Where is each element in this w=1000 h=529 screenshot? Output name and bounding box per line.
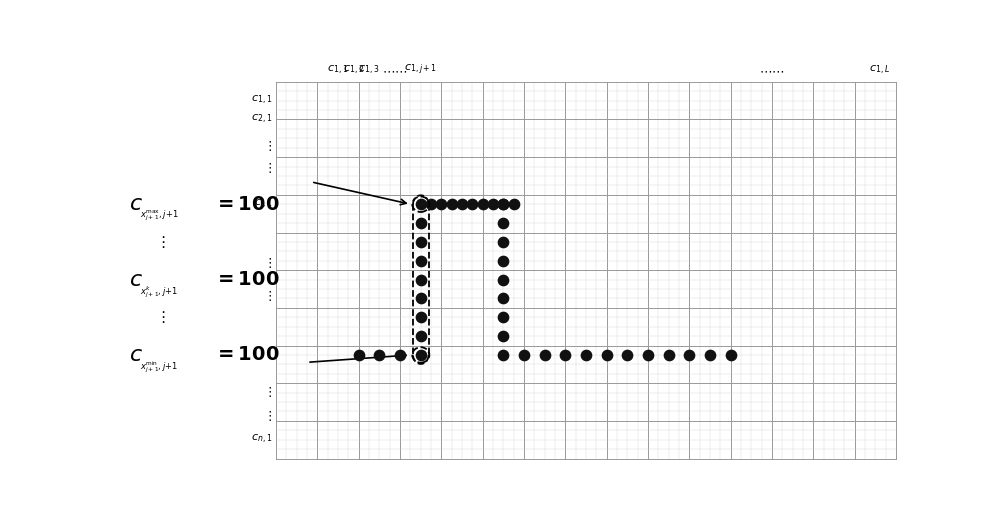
Point — [702, 351, 718, 359]
Text: $c_{2,1}$: $c_{2,1}$ — [251, 113, 272, 126]
Text: $x_{j+1}^{\mathrm{min}},j{+}1$: $x_{j+1}^{\mathrm{min}},j{+}1$ — [140, 360, 179, 376]
Point — [454, 200, 470, 208]
Point — [413, 257, 429, 265]
Point — [413, 238, 429, 246]
Point — [578, 351, 594, 359]
Text: $\vdots$: $\vdots$ — [263, 257, 272, 270]
Point — [495, 238, 511, 246]
Point — [495, 332, 511, 340]
Point — [495, 313, 511, 322]
Text: $x_{j+1}^{k},j{+}1$: $x_{j+1}^{k},j{+}1$ — [140, 285, 179, 300]
Text: $\vdots$: $\vdots$ — [263, 161, 272, 176]
Point — [495, 276, 511, 284]
Point — [423, 200, 439, 208]
Point — [433, 200, 449, 208]
Text: $\boldsymbol{\mathit{c}}$: $\boldsymbol{\mathit{c}}$ — [129, 194, 143, 214]
Point — [444, 200, 460, 208]
Text: $\mathbf{= 100}$: $\mathbf{= 100}$ — [214, 345, 280, 364]
Point — [413, 200, 429, 208]
Text: $c_{1,1}$: $c_{1,1}$ — [327, 64, 349, 77]
Point — [516, 351, 532, 359]
Point — [495, 200, 511, 208]
Point — [495, 257, 511, 265]
Point — [495, 219, 511, 227]
Text: $\cdots\cdots$: $\cdots\cdots$ — [759, 64, 785, 77]
Point — [475, 200, 491, 208]
Text: $\cdots\cdots$: $\cdots\cdots$ — [382, 64, 408, 77]
Point — [371, 351, 387, 359]
Point — [351, 351, 367, 359]
Text: $\mathbf{= 100}$: $\mathbf{= 100}$ — [214, 195, 280, 214]
Point — [537, 351, 553, 359]
Text: $\vdots$: $\vdots$ — [155, 234, 165, 250]
Point — [640, 351, 656, 359]
Point — [506, 200, 522, 208]
Point — [413, 294, 429, 303]
Text: $\boldsymbol{\mathit{c}}$: $\boldsymbol{\mathit{c}}$ — [129, 345, 143, 365]
Point — [557, 351, 573, 359]
Point — [485, 200, 501, 208]
Text: $c_{1,L}$: $c_{1,L}$ — [869, 64, 890, 77]
Text: $c_{1,2}$: $c_{1,2}$ — [343, 64, 364, 77]
Text: $c_{1,j+1}$: $c_{1,j+1}$ — [404, 62, 437, 77]
Text: $c_{1,1}$: $c_{1,1}$ — [251, 94, 272, 107]
Point — [413, 332, 429, 340]
Text: $\vdots$: $\vdots$ — [263, 385, 272, 399]
Point — [681, 351, 697, 359]
Text: $\vdots$: $\vdots$ — [155, 309, 165, 325]
Point — [413, 219, 429, 227]
Text: $\vdots$: $\vdots$ — [263, 289, 272, 303]
Text: $\vdots$: $\vdots$ — [263, 409, 272, 423]
Text: $x_{j+1}^{\mathrm{max}},j{+}1$: $x_{j+1}^{\mathrm{max}},j{+}1$ — [140, 209, 179, 223]
Text: $\mathbf{= 100}$: $\mathbf{= 100}$ — [214, 270, 280, 289]
Point — [413, 351, 429, 359]
Point — [413, 276, 429, 284]
Text: $c_{i,1}$: $c_{i,1}$ — [254, 198, 272, 211]
Point — [661, 351, 677, 359]
Point — [495, 351, 511, 359]
Text: $c_{n,1}$: $c_{n,1}$ — [251, 433, 272, 446]
Text: $\boldsymbol{\mathit{c}}$: $\boldsymbol{\mathit{c}}$ — [129, 270, 143, 289]
Point — [464, 200, 480, 208]
Text: $c_{1,3}$: $c_{1,3}$ — [358, 64, 380, 77]
Point — [723, 351, 739, 359]
Text: $\vdots$: $\vdots$ — [263, 139, 272, 153]
Point — [599, 351, 615, 359]
Point — [495, 294, 511, 303]
Point — [495, 200, 511, 208]
Point — [413, 313, 429, 322]
Point — [619, 351, 635, 359]
Point — [392, 351, 408, 359]
